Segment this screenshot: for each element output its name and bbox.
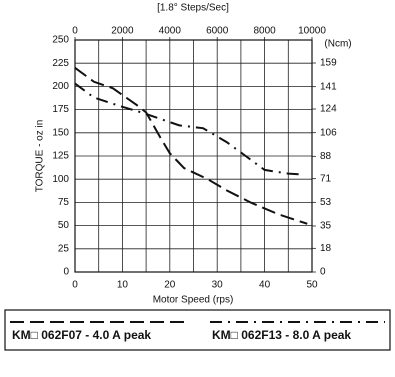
y-tick-label: 125 [52, 151, 69, 162]
y2-tick-label: 0 [320, 267, 326, 278]
y2-tick-label: 88 [320, 151, 332, 162]
x-tick-label: 40 [259, 280, 271, 291]
legend-label: KM□ 062F13 - 8.0 A peak [212, 328, 351, 342]
y-tick-label: 50 [58, 220, 70, 231]
y-tick-label: 75 [58, 197, 70, 208]
y-tick-label: 0 [63, 267, 69, 278]
y2-axis-label: (Ncm) [324, 39, 351, 50]
y2-tick-label: 18 [320, 243, 332, 254]
x2-tick-label: 0 [72, 26, 78, 37]
y-tick-label: 225 [52, 58, 69, 69]
line-series [74, 67, 308, 225]
x-tick-label: 50 [306, 280, 318, 291]
y2-tick-label: 53 [320, 197, 332, 208]
y-axis-label: TORQUE - oz in [35, 120, 46, 193]
y2-tick-label: 71 [320, 173, 332, 184]
y-tick-label: 175 [52, 104, 69, 115]
line-series [74, 82, 303, 176]
x2-tick-label: 10000 [298, 26, 326, 37]
y-tick-label: 200 [52, 81, 69, 92]
x-tick-label: 10 [117, 280, 129, 291]
x-tick-label: 30 [212, 280, 224, 291]
y-tick-label: 100 [52, 174, 69, 185]
plot-frame [74, 39, 313, 273]
x-tick-label: 20 [164, 280, 176, 291]
y2-tick-label: 106 [320, 127, 337, 138]
x-tick-label: 0 [72, 280, 78, 291]
legend-label: KM□ 062F07 - 4.0 A peak [12, 328, 151, 342]
y2-tick-label: 124 [320, 104, 337, 115]
legend-box [4, 309, 391, 351]
x-axis-label: Motor Speed (rps) [153, 295, 234, 306]
x2-tick-label: 8000 [253, 26, 276, 37]
x2-tick-label: 4000 [159, 26, 182, 37]
y-tick-label: 25 [58, 243, 70, 254]
y2-tick-label: 35 [320, 221, 332, 232]
x2-tick-label: 6000 [206, 26, 229, 37]
x2-tick-label: 2000 [111, 26, 134, 37]
y2-tick-label: 141 [320, 81, 337, 92]
y-tick-label: 150 [52, 127, 69, 138]
x2-axis-label: [1.8° Steps/Sec] [157, 3, 229, 14]
y2-tick-label: 159 [320, 58, 337, 69]
y-tick-label: 250 [52, 35, 69, 46]
